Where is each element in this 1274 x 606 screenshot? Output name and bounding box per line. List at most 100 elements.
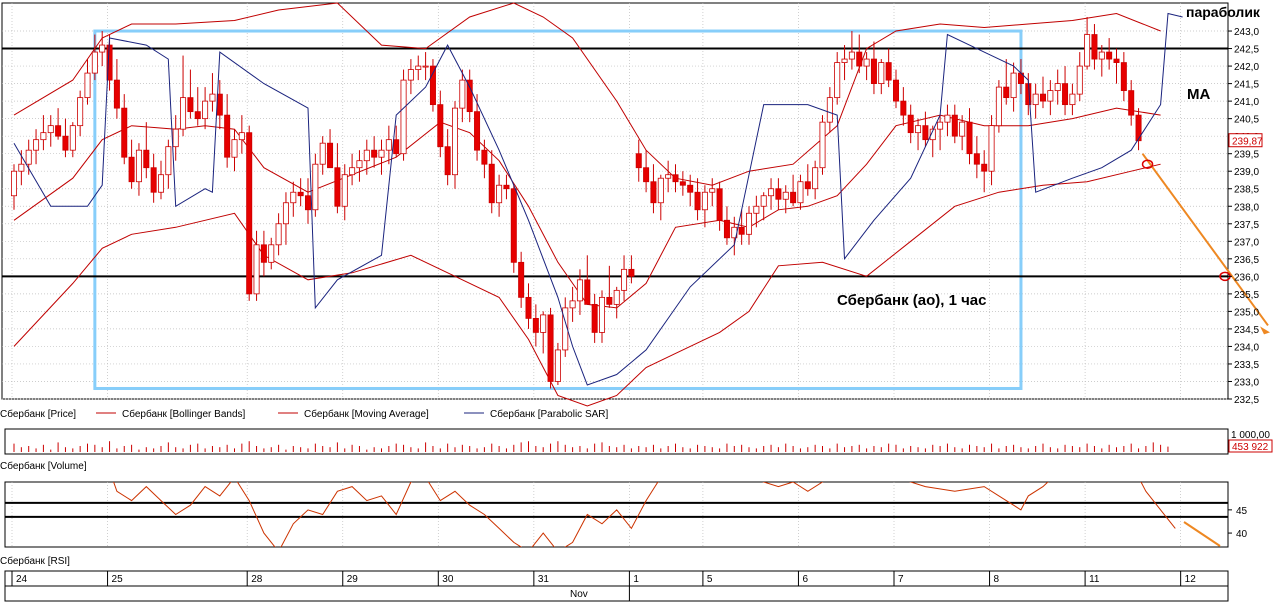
candle-body bbox=[819, 121, 826, 169]
legend-sar: Сбербанк [Parabolic SAR] bbox=[490, 408, 609, 420]
date-label: 12 bbox=[1185, 574, 1197, 585]
date-label: 25 bbox=[112, 574, 124, 585]
date-label: 28 bbox=[251, 574, 263, 585]
candle-body bbox=[723, 219, 730, 239]
candle-body bbox=[356, 160, 363, 169]
date-label: 6 bbox=[802, 574, 808, 585]
candle-body bbox=[834, 62, 841, 99]
candle-body bbox=[1135, 114, 1142, 142]
candle-body bbox=[437, 104, 444, 148]
price-tick-label: 241,0 bbox=[1234, 97, 1259, 108]
candle-body bbox=[554, 349, 561, 382]
candle-body bbox=[775, 188, 782, 200]
candle-body bbox=[341, 174, 348, 207]
candle-body bbox=[69, 125, 76, 151]
candle-body bbox=[672, 174, 679, 183]
price-tick-label: 233,5 bbox=[1234, 360, 1259, 371]
candle-body bbox=[10, 170, 17, 197]
volume-tick-top: 1 000,00 bbox=[1231, 430, 1270, 441]
candle-body bbox=[282, 202, 289, 225]
candle-body bbox=[804, 181, 811, 190]
candle-body bbox=[995, 86, 1002, 127]
candle-body bbox=[135, 149, 142, 183]
candle-body bbox=[569, 300, 576, 309]
forecast-arrow-head bbox=[1260, 326, 1270, 335]
price-tick-label: 235,5 bbox=[1234, 290, 1259, 301]
candle-body bbox=[812, 167, 819, 190]
candle-body bbox=[937, 121, 944, 130]
price-tick-label: 234,0 bbox=[1234, 342, 1259, 353]
price-tick-label: 237,5 bbox=[1234, 220, 1259, 231]
candle-body bbox=[885, 62, 892, 81]
candle-body bbox=[327, 142, 334, 169]
last-price-label: 239,87 bbox=[1232, 137, 1263, 148]
price-tick-label: 243,0 bbox=[1234, 27, 1259, 38]
candle-body bbox=[606, 296, 613, 305]
candle-body bbox=[973, 153, 980, 165]
candle-body bbox=[679, 181, 686, 186]
price-tick-label: 235,0 bbox=[1234, 307, 1259, 318]
candle-body bbox=[304, 195, 311, 211]
candle-body bbox=[584, 279, 591, 305]
candle-body bbox=[878, 62, 885, 85]
price-tick-label: 236,0 bbox=[1234, 272, 1259, 283]
forecast-arrow-line bbox=[1141, 153, 1269, 326]
candle-body bbox=[378, 149, 385, 158]
candle-body bbox=[349, 167, 356, 176]
candle-body bbox=[1091, 34, 1098, 60]
candle-body bbox=[856, 51, 863, 67]
candle-body bbox=[687, 184, 694, 193]
candle-body bbox=[768, 188, 775, 197]
candle-body bbox=[231, 139, 238, 158]
candle-body bbox=[194, 111, 201, 120]
date-label: 8 bbox=[994, 574, 1000, 585]
candle-body bbox=[312, 163, 319, 211]
candle-body bbox=[451, 107, 458, 176]
horizontal-levels bbox=[2, 47, 1228, 278]
parabolic-sar-line bbox=[13, 12, 1183, 386]
candle-body bbox=[893, 79, 900, 102]
price-tick-label: 239,5 bbox=[1234, 150, 1259, 161]
candle-body bbox=[753, 205, 760, 214]
candle-body bbox=[518, 261, 525, 298]
candle-body bbox=[848, 51, 855, 60]
volume-panel: 1 000,00 453 922 Сбербанк [Volume] bbox=[0, 428, 1273, 472]
candle-body bbox=[701, 191, 708, 211]
candle-body bbox=[165, 146, 172, 176]
candle-body bbox=[202, 100, 209, 120]
candle-body bbox=[746, 212, 753, 235]
candle-body bbox=[128, 156, 135, 183]
candle-body bbox=[363, 149, 370, 162]
candle-body bbox=[25, 149, 32, 165]
candle-body bbox=[253, 244, 260, 295]
date-label: 29 bbox=[347, 574, 359, 585]
candle-body bbox=[18, 163, 25, 172]
candle-body bbox=[209, 93, 216, 102]
candle-body bbox=[613, 289, 620, 305]
price-panel: 243,0242,5242,0241,5241,0240,5240,0239,5… bbox=[1, 2, 1270, 407]
price-tick-label: 242,5 bbox=[1234, 45, 1259, 56]
candle-body bbox=[576, 279, 583, 302]
rsi-line bbox=[113, 482, 1221, 547]
candle-body bbox=[77, 97, 84, 127]
candle-body bbox=[488, 163, 495, 204]
candle-body bbox=[1010, 72, 1017, 99]
candle-body bbox=[371, 149, 378, 158]
candle-body bbox=[334, 167, 341, 207]
legend-price: Сбербанк [Price] bbox=[0, 408, 76, 420]
candle-body bbox=[1003, 86, 1010, 99]
candle-body bbox=[1113, 58, 1120, 63]
candle-body bbox=[55, 125, 62, 137]
candle-body bbox=[157, 174, 164, 193]
candle-body bbox=[1098, 51, 1105, 60]
month-label: Nov bbox=[570, 589, 588, 600]
candle-body bbox=[393, 139, 400, 155]
candle-body bbox=[121, 107, 128, 158]
rsi-panel: 45 40 Сбербанк [RSI] bbox=[0, 481, 1248, 567]
candle-body bbox=[709, 188, 716, 193]
rsi-plot-frame bbox=[4, 481, 1229, 548]
candle-body bbox=[459, 79, 466, 109]
candle-body bbox=[319, 142, 326, 165]
candle-body bbox=[91, 51, 98, 74]
